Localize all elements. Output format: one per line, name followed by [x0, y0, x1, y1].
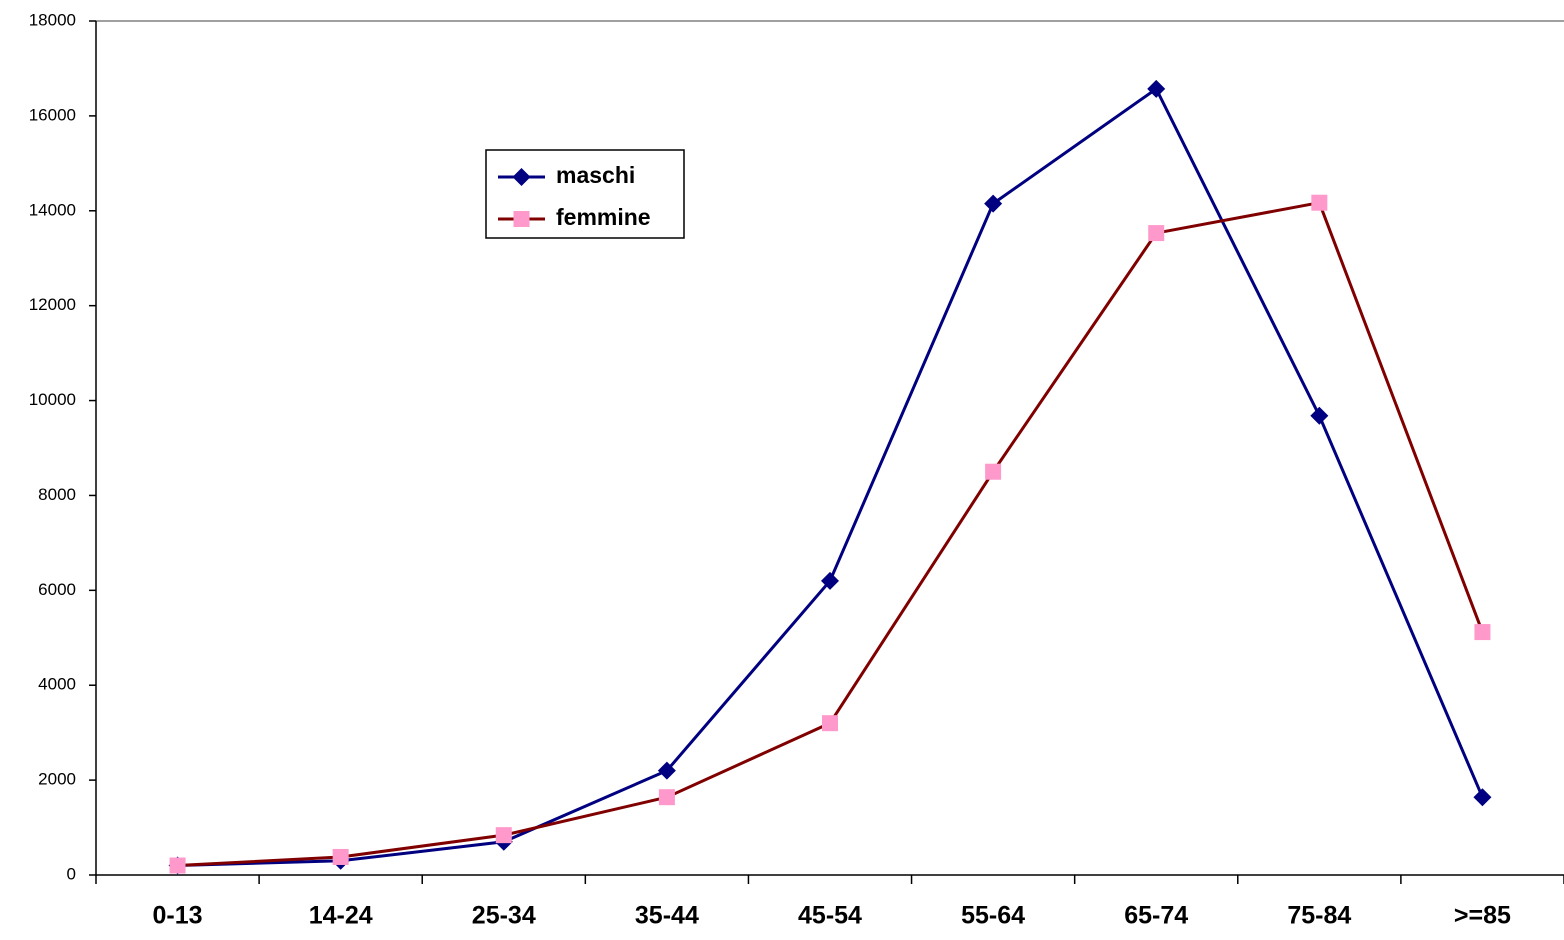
- x-tick-label: 55-64: [961, 902, 1025, 930]
- marker: [332, 848, 349, 865]
- marker: [984, 194, 1003, 213]
- x-tick-label: 75-84: [1287, 902, 1351, 930]
- marker: [1474, 624, 1491, 641]
- marker: [821, 571, 839, 590]
- marker: [512, 168, 531, 186]
- marker: [495, 827, 512, 844]
- y-tick-label: 18000: [29, 10, 76, 29]
- x-tick-label: 45-54: [798, 902, 862, 930]
- y-tick-label: 8000: [38, 485, 76, 504]
- y-tick-label: 2000: [38, 770, 76, 789]
- y-tick-label: 0: [67, 864, 76, 883]
- marker: [1310, 406, 1329, 425]
- marker: [1148, 225, 1165, 242]
- marker: [985, 463, 1002, 480]
- marker: [658, 789, 675, 806]
- x-tick-label: >=85: [1454, 902, 1511, 930]
- legend-label: femmine: [556, 204, 651, 230]
- series-line: [177, 201, 1484, 868]
- y-tick-label: 12000: [29, 295, 76, 314]
- marker: [1473, 788, 1492, 807]
- y-tick-label: 10000: [29, 390, 76, 409]
- marker: [1311, 194, 1328, 211]
- x-tick-label: 0-13: [153, 902, 203, 930]
- marker: [657, 761, 676, 780]
- marker: [822, 715, 838, 732]
- marker: [1147, 79, 1166, 98]
- x-tick-label: 65-74: [1124, 902, 1188, 930]
- marker: [169, 857, 186, 874]
- y-tick-label: 4000: [38, 675, 76, 694]
- y-tick-label: 6000: [38, 580, 76, 599]
- x-tick-label: 35-44: [635, 902, 699, 930]
- series-line: [177, 86, 1484, 868]
- marker: [513, 211, 530, 227]
- legend: maschi femmine: [485, 149, 685, 239]
- x-tick-label: 25-34: [472, 902, 536, 930]
- y-tick-label: 16000: [29, 105, 76, 124]
- x-tick-label: 14-24: [309, 902, 373, 930]
- legend-label: maschi: [556, 162, 635, 188]
- y-tick-label: 14000: [29, 200, 76, 219]
